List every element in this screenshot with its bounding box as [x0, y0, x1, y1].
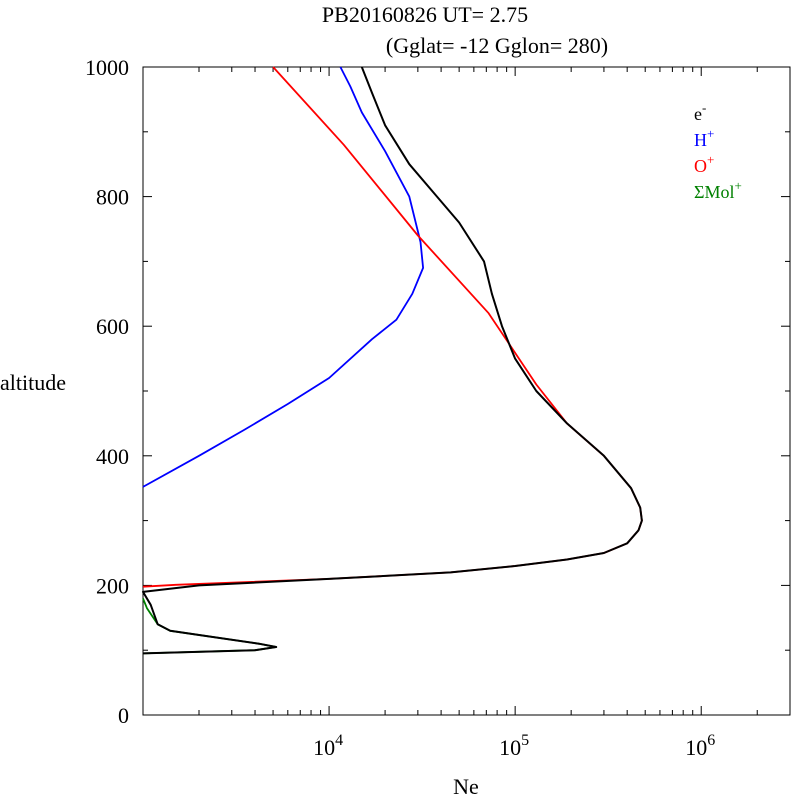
legend-entry: e-: [694, 100, 706, 124]
x-tick-exponent: 4: [335, 732, 343, 749]
y-tick-label: 800: [96, 185, 129, 210]
y-tick-label: 1000: [85, 55, 129, 80]
chart-subtitle: (Gglat= -12 Gglon= 280): [386, 33, 608, 58]
x-tick-label: 104: [313, 732, 343, 760]
x-tick-labels: 104 105 106: [313, 732, 715, 760]
x-axis-title: Ne: [453, 774, 479, 796]
x-tick-exponent: 5: [521, 732, 529, 749]
series-line-h: [142, 66, 425, 488]
plot-frame: [142, 66, 791, 716]
series-line-e: [142, 66, 643, 655]
y-tick-label: 600: [96, 314, 129, 339]
y-tick-label: 200: [96, 573, 129, 598]
axis-ticks: [142, 66, 791, 716]
x-tick-label: 105: [499, 732, 529, 760]
series-line-mol: [142, 598, 278, 655]
chart-title: PB20160826 UT= 2.75: [322, 2, 528, 27]
y-axis-title: altitude: [0, 370, 66, 395]
legend-entry: O+: [694, 152, 714, 176]
legend: e-H+O+ΣMol+: [694, 100, 742, 202]
legend-entry: H+: [694, 126, 714, 150]
y-tick-labels: 0 200 400 600 800 1000: [85, 55, 129, 728]
x-tick-exponent: 6: [707, 732, 715, 749]
y-tick-label: 0: [118, 703, 129, 728]
y-tick-label: 400: [96, 444, 129, 469]
series-group: [142, 66, 643, 655]
x-tick-label: 106: [685, 732, 715, 760]
legend-entry: ΣMol+: [694, 178, 742, 202]
series-line-o: [142, 66, 643, 588]
